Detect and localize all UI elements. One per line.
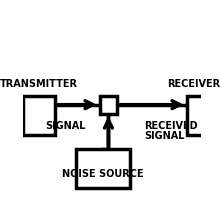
Text: RECEIVER: RECEIVER [167, 79, 220, 89]
Bar [100, 96, 117, 114]
Bar [187, 96, 208, 135]
Bar [23, 96, 55, 135]
Text: RECEIVED: RECEIVED [144, 121, 198, 131]
Text: NOISE SOURCE: NOISE SOURCE [62, 169, 144, 179]
Text: SIGNAL: SIGNAL [46, 121, 86, 131]
Bar [77, 149, 130, 188]
Text: SIGNAL: SIGNAL [144, 131, 184, 141]
Text: TRANSMITTER: TRANSMITTER [0, 79, 78, 89]
